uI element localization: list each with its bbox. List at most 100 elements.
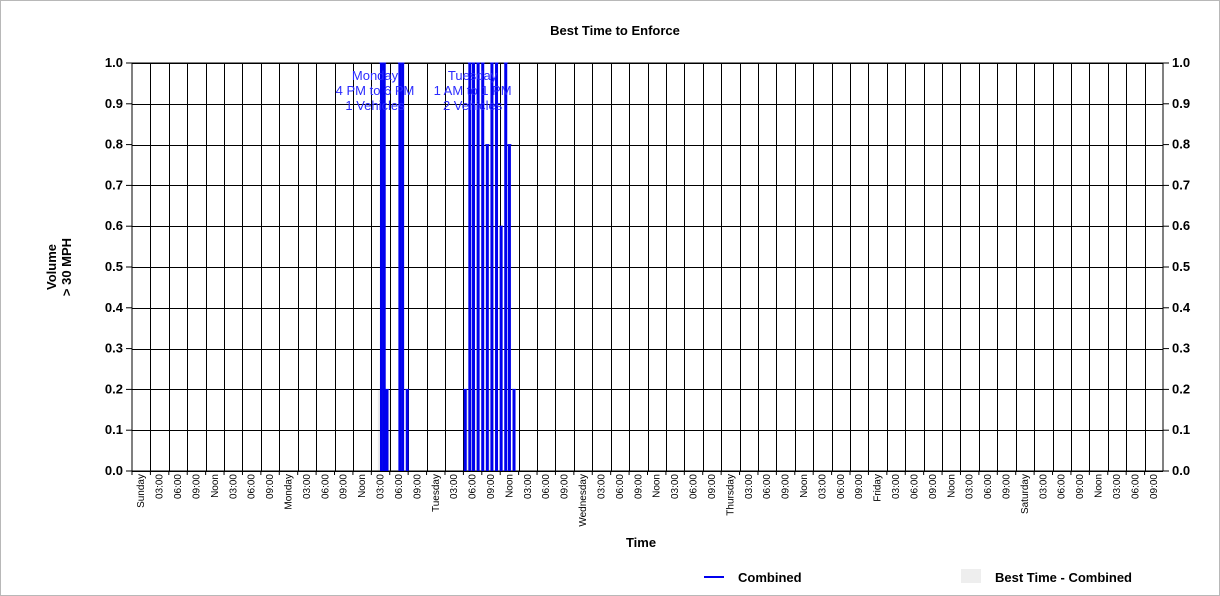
y-tick-label-right-8: 0.8 bbox=[1172, 137, 1190, 152]
y-tick-label-left-1: 0.1 bbox=[105, 422, 123, 437]
x-tick-label-5: 03:00 bbox=[228, 474, 239, 499]
annotation-0-line-2: 1 Vehicles bbox=[345, 98, 405, 113]
x-tick-label-20: Noon bbox=[504, 474, 515, 498]
x-tick-label-50: 06:00 bbox=[1057, 474, 1068, 499]
chart-legend[interactable]: Combined Best Time - Combined bbox=[704, 569, 1132, 585]
y-tick-label-right-3: 0.3 bbox=[1172, 341, 1190, 356]
annotation-0-line-0: Monday bbox=[352, 68, 399, 83]
y-tick-label-left-2: 0.2 bbox=[105, 381, 123, 396]
y-tick-label-left-7: 0.7 bbox=[105, 177, 123, 192]
y-tick-label-right-2: 0.2 bbox=[1172, 381, 1190, 396]
x-axis-ticks: Sunday 03:00 06:00 09:00 Noon 03:00 06:00 09:00… bbox=[131, 471, 1160, 527]
y-tick-label-left-4: 0.4 bbox=[105, 300, 124, 315]
y-tick-label-right-4: 0.4 bbox=[1172, 300, 1191, 315]
legend-label-0: Combined bbox=[738, 570, 802, 585]
x-tick-label-22: 06:00 bbox=[541, 474, 552, 499]
x-tick-label-2: 06:00 bbox=[173, 474, 184, 499]
x-tick-label-16: Tuesday bbox=[431, 474, 442, 512]
x-tick-label-6: 06:00 bbox=[247, 474, 258, 499]
x-tick-label-47: 09:00 bbox=[1002, 474, 1013, 499]
x-tick-label-55: 09:00 bbox=[1149, 474, 1160, 499]
x-axis-label: Time bbox=[626, 535, 656, 550]
x-tick-label-36: Noon bbox=[799, 474, 810, 498]
x-tick-label-33: 03:00 bbox=[744, 474, 755, 499]
x-tick-label-3: 09:00 bbox=[191, 474, 202, 499]
x-tick-label-23: 09:00 bbox=[560, 474, 571, 499]
x-tick-label-15: 09:00 bbox=[412, 474, 423, 499]
x-tick-label-28: Noon bbox=[652, 474, 663, 498]
x-tick-label-49: 03:00 bbox=[1038, 474, 1049, 499]
x-tick-label-9: 03:00 bbox=[302, 474, 313, 499]
x-tick-label-17: 03:00 bbox=[449, 474, 460, 499]
x-tick-label-32: Thursday bbox=[725, 474, 736, 516]
x-tick-label-39: 09:00 bbox=[854, 474, 865, 499]
chart-title: Best Time to Enforce bbox=[550, 23, 680, 38]
legend-label-1: Best Time - Combined bbox=[995, 570, 1132, 585]
y-axis-label: Volume > 30 MPH bbox=[44, 238, 74, 296]
y-tick-label-right-7: 0.7 bbox=[1172, 177, 1190, 192]
y-tick-label-left-8: 0.8 bbox=[105, 137, 123, 152]
x-tick-label-46: 06:00 bbox=[983, 474, 994, 499]
y-tick-label-left-10: 1.0 bbox=[105, 55, 123, 70]
x-tick-label-0: Sunday bbox=[136, 474, 147, 508]
x-tick-label-31: 09:00 bbox=[707, 474, 718, 499]
x-tick-label-10: 06:00 bbox=[320, 474, 331, 499]
x-tick-label-42: 06:00 bbox=[909, 474, 920, 499]
x-tick-label-12: Noon bbox=[357, 474, 368, 498]
y-tick-label-left-3: 0.3 bbox=[105, 341, 123, 356]
chart-grid bbox=[132, 63, 1163, 472]
x-tick-label-19: 09:00 bbox=[486, 474, 497, 499]
y-axis-label-line-1: > 30 MPH bbox=[59, 238, 74, 296]
legend-swatch-best-time bbox=[961, 569, 981, 583]
annotation-1-line-1: 1 AM to 1 PM bbox=[434, 83, 512, 98]
y-tick-label-left-9: 0.9 bbox=[105, 96, 123, 111]
y-tick-label-right-10: 1.0 bbox=[1172, 55, 1190, 70]
x-tick-label-43: 09:00 bbox=[928, 474, 939, 499]
x-tick-label-21: 03:00 bbox=[523, 474, 534, 499]
y-tick-label-right-0: 0.0 bbox=[1172, 463, 1190, 478]
x-tick-label-40: Friday bbox=[873, 474, 884, 502]
legend-item-0[interactable]: Combined bbox=[704, 570, 802, 585]
x-tick-label-30: 06:00 bbox=[689, 474, 700, 499]
x-tick-label-52: Noon bbox=[1094, 474, 1105, 498]
y-axis-label-line-0: Volume bbox=[44, 244, 59, 290]
x-tick-label-38: 06:00 bbox=[836, 474, 847, 499]
x-tick-label-25: 03:00 bbox=[596, 474, 607, 499]
x-tick-label-34: 06:00 bbox=[762, 474, 773, 499]
x-tick-label-27: 09:00 bbox=[633, 474, 644, 499]
x-tick-label-51: 09:00 bbox=[1075, 474, 1086, 499]
series-combined bbox=[379, 62, 517, 471]
x-tick-label-11: 09:00 bbox=[339, 474, 350, 499]
x-tick-label-8: Monday bbox=[283, 474, 294, 510]
x-tick-label-44: Noon bbox=[946, 474, 957, 498]
x-tick-label-35: 09:00 bbox=[781, 474, 792, 499]
x-tick-label-14: 06:00 bbox=[394, 474, 405, 499]
y-tick-label-left-5: 0.5 bbox=[105, 259, 123, 274]
y-tick-label-right-1: 0.1 bbox=[1172, 422, 1190, 437]
x-tick-label-13: 03:00 bbox=[376, 474, 387, 499]
y-tick-label-left-6: 0.6 bbox=[105, 218, 123, 233]
x-tick-label-54: 06:00 bbox=[1130, 474, 1141, 499]
x-tick-label-45: 03:00 bbox=[965, 474, 976, 499]
x-tick-label-7: 09:00 bbox=[265, 474, 276, 499]
y-axis-left: 0.0 0.1 0.2 0.3 0.4 0.5 0.6 0.7 0.8 0.9 1.0 bbox=[105, 55, 132, 478]
y-axis-right: 0.0 0.1 0.2 0.3 0.4 0.5 0.6 0.7 0.8 0.9 1.0 bbox=[1163, 55, 1191, 478]
x-tick-label-18: 06:00 bbox=[468, 474, 479, 499]
x-tick-label-4: Noon bbox=[210, 474, 221, 498]
annotation-1-line-0: Tuesday bbox=[448, 68, 498, 83]
annotation-1-line-2: 2 Vehicles bbox=[443, 98, 503, 113]
x-tick-label-53: 03:00 bbox=[1112, 474, 1123, 499]
x-tick-label-41: 03:00 bbox=[891, 474, 902, 499]
y-tick-label-right-9: 0.9 bbox=[1172, 96, 1190, 111]
x-tick-label-1: 03:00 bbox=[155, 474, 166, 499]
x-tick-label-37: 03:00 bbox=[817, 474, 828, 499]
x-tick-label-26: 06:00 bbox=[615, 474, 626, 499]
annotation-0-line-1: 4 PM to 6 PM bbox=[336, 83, 415, 98]
x-tick-label-24: Wednesday bbox=[578, 474, 589, 527]
y-tick-label-right-6: 0.6 bbox=[1172, 218, 1190, 233]
legend-item-1[interactable]: Best Time - Combined bbox=[961, 569, 1132, 585]
y-tick-label-left-0: 0.0 bbox=[105, 463, 123, 478]
